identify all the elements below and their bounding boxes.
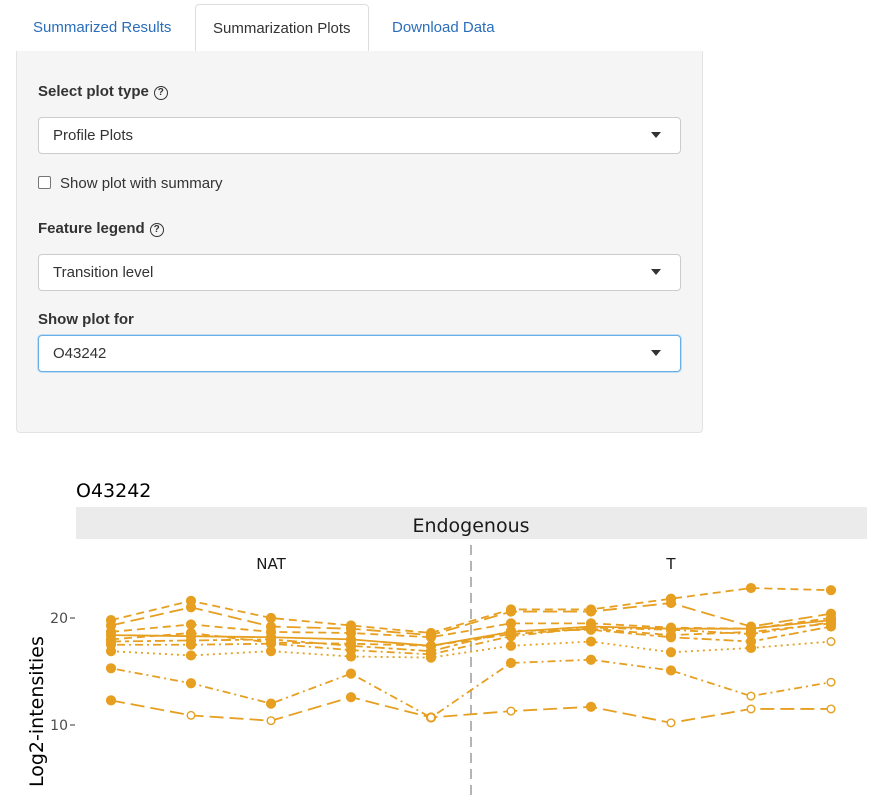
plot-options-panel: Select plot type? Profile Plots Show plo… [16, 51, 703, 433]
question-circle-icon[interactable]: ? [153, 86, 168, 100]
group-label-nat: NAT [256, 555, 286, 573]
data-point [585, 622, 597, 633]
feature-legend-label: Feature legend? [38, 220, 164, 237]
series-line [110, 587, 832, 634]
y-tick-label: 20 [50, 611, 68, 627]
data-point [105, 663, 117, 674]
feature-legend-select[interactable]: Transition level [38, 254, 681, 291]
data-point [345, 692, 357, 703]
series-line [111, 621, 832, 656]
series-10 [105, 692, 836, 728]
data-point [345, 668, 357, 679]
y-axis: 10 20 [50, 611, 75, 734]
tab-download-data[interactable]: Download Data [392, 19, 495, 36]
data-point [265, 698, 277, 709]
data-point [826, 637, 836, 647]
data-point [426, 713, 436, 723]
data-point [665, 597, 677, 609]
question-circle-icon[interactable]: ? [149, 223, 164, 237]
data-point [185, 650, 197, 661]
data-point [505, 657, 517, 669]
series-line [110, 619, 832, 647]
data-point [345, 651, 357, 662]
data-point [505, 631, 517, 642]
data-point [505, 606, 517, 617]
plot-type-select[interactable]: Profile Plots [38, 117, 681, 154]
plot-type-label: Select plot type? [38, 83, 168, 100]
data-point [186, 710, 196, 720]
data-point [185, 678, 197, 689]
plot-type-label-text: Select plot type [38, 83, 149, 100]
series-line [110, 658, 832, 719]
data-point [425, 632, 437, 643]
y-tick-label: 10 [50, 718, 68, 734]
chart-title: O43242 [76, 480, 151, 502]
facet-label: Endogenous [412, 515, 529, 537]
series-line [110, 640, 832, 659]
data-point [665, 647, 677, 658]
chevron-down-icon [651, 132, 661, 138]
profile-plot: O43242 Endogenous NAT T Log2-intensities… [26, 480, 867, 799]
data-point [585, 701, 597, 712]
data-point [666, 718, 676, 728]
data-point [826, 704, 836, 714]
feature-legend-label-text: Feature legend [38, 220, 145, 237]
data-point [746, 691, 756, 701]
data-point [585, 636, 597, 647]
tab-bar: Summarized Results Summarization Plots D… [16, 4, 703, 52]
group-label-t: T [665, 555, 676, 573]
data-point [266, 716, 276, 726]
feature-legend-value: Transition level [53, 264, 154, 281]
show-summary-row: Show plot with summary [38, 175, 223, 192]
y-axis-label: Log2-intensities [26, 636, 48, 787]
chevron-down-icon [651, 269, 661, 275]
data-point [185, 639, 197, 650]
tab-summarization-plots[interactable]: Summarization Plots [195, 4, 369, 52]
series-7 [105, 617, 837, 660]
chevron-down-icon [651, 350, 661, 356]
tab-summarized-results[interactable]: Summarized Results [33, 19, 172, 36]
plot-type-value: Profile Plots [53, 127, 134, 144]
data-point [826, 677, 836, 687]
data-point [585, 654, 597, 665]
data-point [825, 585, 837, 596]
data-point [825, 617, 837, 628]
data-point [505, 640, 517, 651]
series-layer [105, 582, 837, 728]
data-point [425, 652, 437, 663]
data-point [105, 646, 117, 657]
data-point [745, 642, 757, 654]
series-line [110, 622, 832, 647]
data-point [585, 606, 597, 617]
show-plot-for-select[interactable]: O43242 [38, 335, 681, 372]
data-point [265, 612, 277, 624]
data-point [665, 624, 677, 635]
data-point [506, 706, 516, 716]
data-point [185, 619, 197, 630]
facet-strip [76, 507, 867, 539]
show-plot-for-value: O43242 [53, 345, 107, 362]
data-point [185, 602, 197, 613]
series-9 [105, 654, 836, 723]
data-point [745, 582, 757, 594]
data-point [745, 628, 757, 640]
series-line [110, 602, 832, 637]
show-summary-checkbox[interactable] [38, 176, 51, 189]
data-point [105, 695, 117, 706]
series-line [110, 696, 831, 724]
show-plot-for-label: Show plot for [38, 311, 134, 328]
series-8 [105, 636, 836, 663]
series-line [110, 625, 832, 653]
data-point [665, 665, 677, 676]
show-summary-label: Show plot with summary [60, 175, 223, 192]
data-point [746, 704, 756, 714]
data-point [265, 646, 277, 657]
